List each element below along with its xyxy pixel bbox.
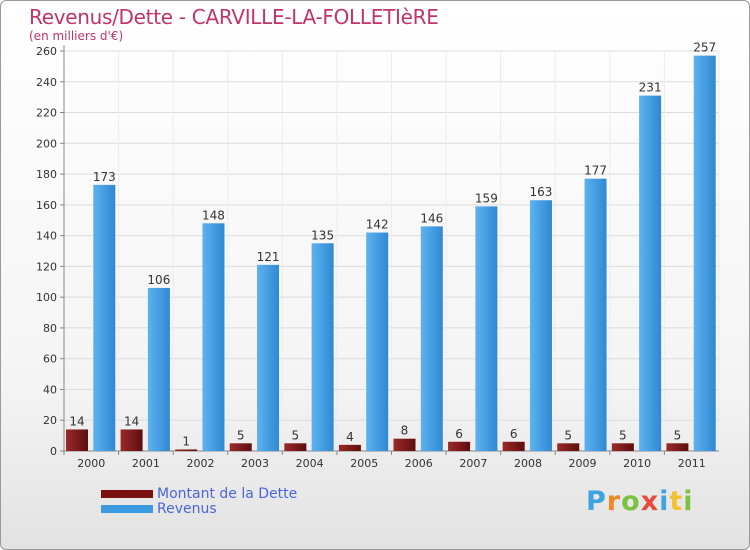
x-tick-label: 2007 [459,457,487,470]
data-label-revenus: 135 [311,228,334,242]
bar-revenus [93,184,116,451]
chart-title: Revenus/Dette - CARVILLE-LA-FOLLETIèRE [29,5,439,29]
data-label-dette: 5 [237,428,245,442]
data-label-dette: 6 [510,427,518,441]
legend-swatch-dette [101,490,153,498]
data-label-dette: 5 [564,428,572,442]
logo-letter: r [606,486,622,517]
bar-revenus [584,178,607,451]
data-label-dette: 1 [182,434,190,448]
logo-letter: x [640,486,660,517]
data-label-dette: 5 [674,428,682,442]
bar-revenus [529,200,552,451]
bar-revenus [475,206,498,451]
bar-revenus [366,232,389,451]
x-tick-label: 2009 [569,457,597,470]
y-tick-label: 240 [36,76,57,89]
bar-revenus [639,95,662,451]
axes: 0 20 40 60 80 100 120 140 160 180 200 220 240 260 2000… [36,45,719,470]
bar-revenus [147,287,170,451]
bars [66,55,716,451]
bar-dette [120,429,143,451]
x-tick-label: 2000 [77,457,105,470]
data-label-revenus: 177 [584,164,607,178]
x-tick-label: 2001 [132,457,160,470]
y-tick-label: 220 [36,107,57,120]
y-tick-label: 80 [43,322,57,335]
bar-dette [66,429,88,451]
data-label-revenus: 163 [530,185,553,199]
bar-revenus [202,223,225,451]
labels: 14 173 14 106 1 148 5 121 5 135 4 142 8 146 6 159 6 163 5 1… [69,41,716,449]
bar-dette [338,444,361,451]
y-tick-label: 160 [36,199,57,212]
bar-dette [611,443,634,451]
x-tick-label: 2002 [186,457,214,470]
legend-label-dette: Montant de la Dette [157,486,298,502]
bar-dette [502,441,525,451]
x-tick-label: 2003 [241,457,269,470]
y-tick-label: 20 [43,414,57,427]
x-tick-label: 2005 [350,457,378,470]
y-tick-label: 260 [36,45,57,58]
data-label-revenus: 106 [147,273,170,287]
bar-revenus [420,226,443,451]
logo-letter: P [586,486,607,517]
bar-revenus [311,243,334,451]
data-label-revenus: 148 [202,208,225,222]
bar-dette [175,449,198,451]
x-tick-label: 2010 [623,457,651,470]
data-label-dette: 8 [401,424,409,438]
bar-dette [666,443,689,451]
logo-letter: o [621,486,641,517]
data-label-dette: 14 [124,414,139,428]
y-tick-label: 100 [36,291,57,304]
data-label-revenus: 159 [475,191,498,205]
bar-revenus [257,264,280,451]
data-label-revenus: 231 [639,81,662,95]
data-label-dette: 4 [346,430,354,444]
data-label-revenus: 142 [366,218,389,232]
y-tick-label: 0 [50,445,57,458]
logo-letter: i [659,486,670,517]
data-label-revenus: 173 [93,170,116,184]
data-label-dette: 5 [619,428,627,442]
logo-letter: i [683,486,694,517]
x-tick-label: 2004 [296,457,324,470]
y-tick-label: 140 [36,230,57,243]
bar-dette [229,443,252,451]
legend-swatch-revenus [101,505,153,513]
x-tick-label: 2011 [678,457,706,470]
y-tick-label: 200 [36,137,57,150]
y-tick-label: 60 [43,353,57,366]
proxiti-logo: Proxiti [586,486,694,517]
chart-subtitle: (en milliers d'€) [29,29,124,43]
x-tick-label: 2008 [514,457,542,470]
bar-dette [557,443,580,451]
y-tick-label: 180 [36,168,57,181]
bar-dette [284,443,307,451]
data-label-revenus: 146 [420,211,443,225]
data-label-revenus: 257 [693,41,716,55]
data-label-dette: 5 [292,428,300,442]
y-tick-label: 120 [36,260,57,273]
bar-dette [393,438,416,451]
y-tick-label: 40 [43,383,57,396]
data-label-dette: 14 [69,414,84,428]
data-label-dette: 6 [455,427,463,441]
data-label-revenus: 121 [257,250,280,264]
x-tick-label: 2006 [405,457,433,470]
bar-dette [448,441,471,451]
bar-revenus [693,55,716,451]
legend-label-revenus: Revenus [157,501,217,517]
logo-letter: t [669,486,684,517]
